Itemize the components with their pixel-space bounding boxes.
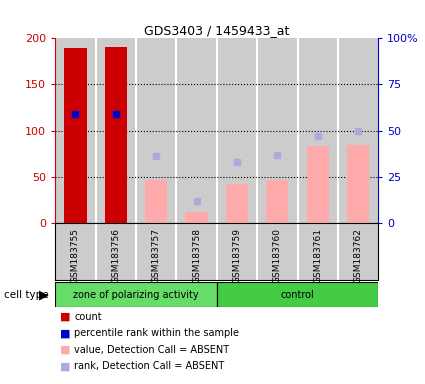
- Bar: [64, 48, 87, 223]
- Text: GSM183762: GSM183762: [354, 228, 363, 283]
- Bar: [298, 223, 338, 280]
- Bar: [257, 38, 298, 223]
- Bar: [96, 223, 136, 280]
- Text: GSM183755: GSM183755: [71, 228, 80, 283]
- Bar: [217, 282, 378, 307]
- Bar: [266, 180, 289, 223]
- Bar: [136, 38, 176, 223]
- Bar: [226, 184, 248, 223]
- Text: ■: ■: [60, 345, 70, 355]
- Text: GSM183758: GSM183758: [192, 228, 201, 283]
- Text: ■: ■: [60, 312, 70, 322]
- Text: ▶: ▶: [39, 288, 49, 301]
- Bar: [55, 38, 96, 223]
- Title: GDS3403 / 1459433_at: GDS3403 / 1459433_at: [144, 24, 289, 37]
- Text: GSM183760: GSM183760: [273, 228, 282, 283]
- Bar: [176, 223, 217, 280]
- Bar: [217, 38, 257, 223]
- Bar: [136, 223, 176, 280]
- Bar: [55, 223, 96, 280]
- Text: ■: ■: [60, 328, 70, 338]
- Bar: [145, 180, 167, 223]
- Text: percentile rank within the sample: percentile rank within the sample: [74, 328, 239, 338]
- Bar: [306, 146, 329, 223]
- Text: value, Detection Call = ABSENT: value, Detection Call = ABSENT: [74, 345, 230, 355]
- Text: zone of polarizing activity: zone of polarizing activity: [73, 290, 199, 300]
- Text: GSM183756: GSM183756: [111, 228, 120, 283]
- Bar: [298, 38, 338, 223]
- Bar: [338, 223, 378, 280]
- Text: count: count: [74, 312, 102, 322]
- Bar: [185, 212, 208, 223]
- Bar: [347, 145, 369, 223]
- Bar: [55, 282, 217, 307]
- Bar: [105, 47, 127, 223]
- Text: cell type: cell type: [4, 290, 49, 300]
- Text: GSM183757: GSM183757: [152, 228, 161, 283]
- Text: rank, Detection Call = ABSENT: rank, Detection Call = ABSENT: [74, 361, 225, 371]
- Bar: [338, 38, 378, 223]
- Bar: [96, 38, 136, 223]
- Text: control: control: [280, 290, 314, 300]
- Bar: [217, 223, 257, 280]
- Bar: [176, 38, 217, 223]
- Text: GSM183759: GSM183759: [232, 228, 241, 283]
- Text: ■: ■: [60, 361, 70, 371]
- Bar: [257, 223, 298, 280]
- Text: GSM183761: GSM183761: [313, 228, 322, 283]
